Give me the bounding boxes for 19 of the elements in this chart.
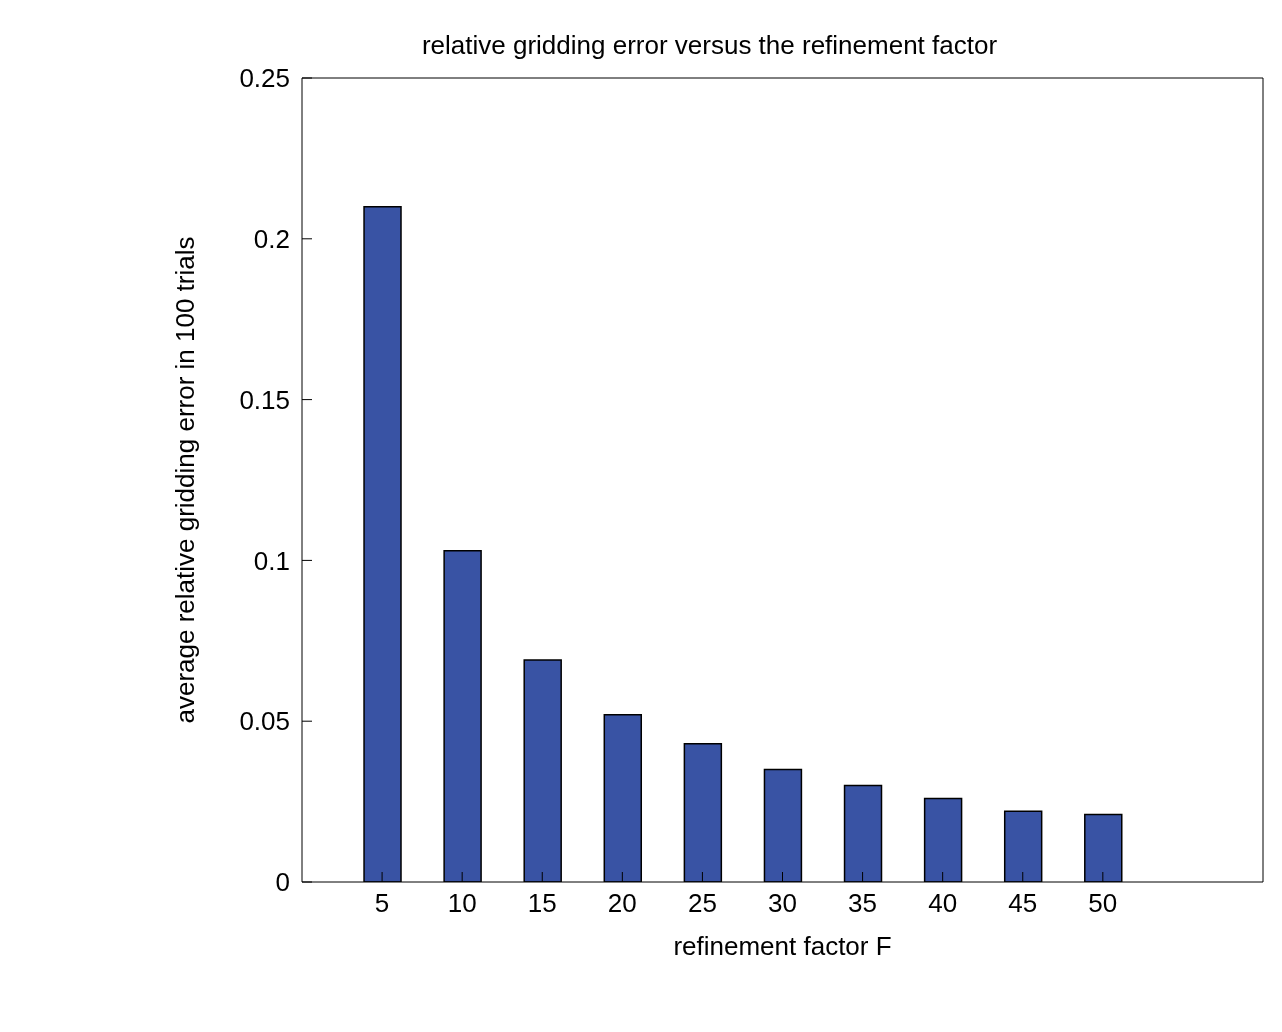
y-tick-label: 0.05: [239, 706, 290, 737]
y-tick-label: 0.1: [253, 545, 290, 576]
x-tick-label: 35: [848, 888, 878, 919]
x-tick-label: 20: [607, 888, 637, 919]
x-tick-label: 30: [768, 888, 797, 919]
x-tick-label: 10: [447, 888, 477, 919]
x-tick-label: 5: [374, 888, 390, 919]
x-tick-label: 40: [928, 888, 958, 919]
y-tick-label: 0.25: [239, 63, 290, 94]
x-tick-label: 25: [687, 888, 717, 919]
x-tick-label: 15: [527, 888, 557, 919]
y-axis-title: average relative gridding error in 100 trials: [170, 236, 201, 724]
x-tick-label: 50: [1088, 888, 1118, 919]
y-tick-label: 0: [275, 867, 290, 898]
y-tick-label: 0.15: [239, 384, 290, 415]
x-tick-label: 45: [1008, 888, 1038, 919]
chart-title: relative gridding error versus the refinement factor: [420, 30, 999, 61]
x-axis-title: refinement factor F: [673, 931, 892, 961]
y-tick-label: 0.2: [253, 224, 290, 255]
